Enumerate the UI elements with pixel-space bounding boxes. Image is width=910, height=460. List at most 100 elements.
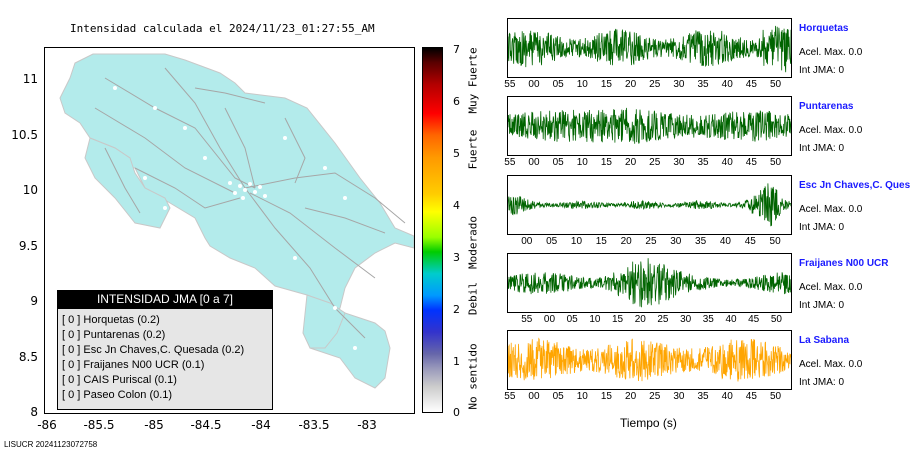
- time-tick: 40: [719, 236, 731, 247]
- time-tick: 45: [745, 157, 757, 168]
- station-name: Horquetas: [799, 23, 849, 34]
- seismogram-trace: [508, 258, 791, 308]
- time-tick: 15: [600, 79, 612, 90]
- time-tick: 25: [657, 314, 669, 325]
- intensity-legend: [57, 290, 273, 410]
- intensity-colorbar: [422, 47, 443, 413]
- station-dots: [113, 86, 357, 350]
- time-tick: 10: [576, 391, 588, 402]
- time-tick: 45: [745, 391, 757, 402]
- time-tick: 15: [595, 236, 607, 247]
- seismogram-trace: [508, 337, 791, 382]
- legend-row: [ 0 ] CAIS Puriscal (0.1): [62, 374, 177, 386]
- time-tick: 05: [552, 157, 564, 168]
- time-tick: 25: [649, 391, 661, 402]
- colorbar-number: 0: [453, 406, 460, 419]
- time-tick: 55: [504, 157, 516, 168]
- time-tick: 35: [697, 79, 709, 90]
- time-tick: 10: [576, 79, 588, 90]
- time-tick: 30: [673, 157, 685, 168]
- station-intensity: Int JMA: 0: [799, 222, 845, 233]
- station-accel: Acel. Max. 0.0: [799, 47, 863, 58]
- time-tick: 40: [721, 157, 733, 168]
- time-tick: 00: [528, 157, 540, 168]
- time-tick: 45: [744, 236, 756, 247]
- trace-line: [508, 258, 791, 308]
- trace-line: [508, 107, 791, 144]
- time-tick: 10: [576, 157, 588, 168]
- time-tick: 10: [589, 314, 601, 325]
- station-intensity: Int JMA: 0: [799, 143, 845, 154]
- map-xtick: -84: [251, 418, 271, 432]
- costa-rica-map: [59, 53, 414, 389]
- time-tick: 30: [680, 314, 692, 325]
- time-tick: 45: [748, 314, 760, 325]
- seismogram-trace: [508, 107, 791, 144]
- station-name: Esc Jn Chaves,C. Ques: [799, 180, 910, 191]
- time-tick: 30: [670, 236, 682, 247]
- map-ytick: 9: [30, 294, 38, 308]
- time-tick: 20: [625, 157, 637, 168]
- time-tick: 45: [745, 79, 757, 90]
- time-tick: 50: [770, 314, 782, 325]
- map-xtick: -86: [37, 418, 57, 432]
- time-tick: 00: [521, 236, 533, 247]
- peninsula-shape: [84, 137, 171, 229]
- footer-id: LISUCR 20241123072758: [4, 440, 98, 449]
- time-tick: 35: [695, 236, 707, 247]
- colorbar-category: No sentido: [466, 343, 480, 410]
- time-tick: 50: [769, 79, 782, 90]
- map-xtick: -85.5: [83, 418, 115, 432]
- time-tick: 25: [645, 236, 657, 247]
- trace-line: [508, 337, 791, 382]
- time-tick: 05: [546, 236, 558, 247]
- time-tick: 20: [620, 236, 632, 247]
- colorbar-number: 7: [453, 43, 460, 56]
- map-xtick: -85: [144, 418, 164, 432]
- station-name: La Sabana: [799, 335, 850, 346]
- time-tick: 05: [552, 391, 564, 402]
- map-xtick: -83.5: [298, 418, 330, 432]
- time-tick: 30: [673, 79, 685, 90]
- time-tick: 10: [570, 236, 583, 247]
- time-tick: 15: [612, 314, 624, 325]
- time-tick: 30: [673, 391, 685, 402]
- time-tick: 50: [769, 391, 782, 402]
- map-xtick: -83: [357, 418, 377, 432]
- trace-line: [508, 183, 791, 227]
- station-accel: Acel. Max. 0.0: [799, 359, 863, 370]
- time-tick: 50: [769, 236, 781, 247]
- time-tick: 40: [721, 79, 733, 90]
- time-tick: 20: [625, 391, 637, 402]
- trace-frame: [507, 18, 792, 78]
- trace-frame: [507, 96, 792, 156]
- map-ytick: 11: [22, 72, 38, 86]
- station-name: Fraijanes N00 UCR: [799, 258, 889, 269]
- station-accel: Acel. Max. 0.0: [799, 125, 863, 136]
- time-tick: 40: [721, 391, 733, 402]
- time-tick: 05: [552, 79, 564, 90]
- time-axis-label: Tiempo (s): [620, 416, 677, 430]
- map-ytick: 10: [22, 183, 38, 197]
- colorbar-number: 1: [453, 355, 460, 368]
- colorbar-number: 4: [453, 199, 460, 212]
- time-tick: 05: [566, 314, 578, 325]
- legend-row: [ 0 ] Horquetas (0.2): [62, 314, 160, 326]
- trace-frame: [507, 330, 792, 390]
- seismogram-trace: [508, 25, 791, 73]
- map-ytick: 9.5: [18, 239, 38, 253]
- time-tick: 35: [697, 391, 709, 402]
- legend-row: [ 0 ] Paseo Colon (0.1): [62, 389, 173, 401]
- time-tick: 35: [702, 314, 714, 325]
- legend-row: [ 0 ] Fraijanes N00 UCR (0.1): [62, 359, 205, 371]
- trace-frame: [507, 175, 792, 235]
- time-tick: 00: [528, 79, 540, 90]
- map-ytick: 8.5: [18, 350, 38, 364]
- trace-frame: [507, 253, 792, 313]
- time-tick: 20: [625, 79, 637, 90]
- time-tick: 55: [521, 314, 533, 325]
- legend-row: [ 0 ] Puntarenas (0.2): [62, 329, 166, 341]
- station-intensity: Int JMA: 0: [799, 377, 845, 388]
- time-tick: 40: [725, 314, 737, 325]
- station-accel: Acel. Max. 0.0: [799, 204, 863, 215]
